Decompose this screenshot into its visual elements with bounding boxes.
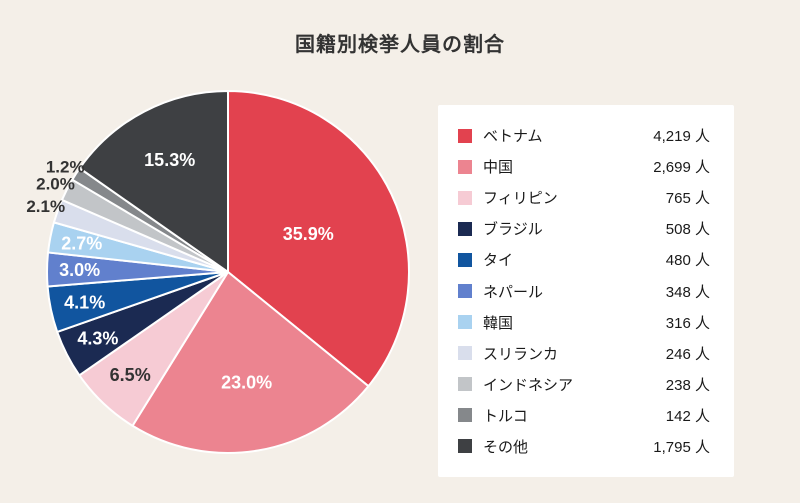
legend-item-8: インドネシア 238 人 [458, 369, 710, 400]
legend-label: 中国 [483, 159, 514, 177]
pie-slice-label-0: 35.9% [283, 224, 334, 244]
legend-value: 480 人 [665, 252, 710, 270]
pie-slice-label-10: 15.3% [144, 150, 195, 170]
legend-color-swatch [458, 315, 472, 330]
pie-slice-label-2: 6.5% [110, 365, 151, 385]
legend-value: 316 人 [665, 314, 710, 332]
legend-label: 韓国 [483, 314, 514, 332]
legend-item-3: ブラジル 508 人 [458, 213, 710, 244]
pie-slice-label-6: 2.7% [61, 233, 102, 253]
pie-slice-0 [227, 90, 410, 388]
pie-slice-label-7: 2.1% [26, 197, 65, 216]
legend-item-4: タイ 480 人 [458, 244, 710, 275]
legend-label: ベトナム [483, 128, 543, 146]
legend-label: インドネシア [483, 376, 574, 394]
pie-slice-label-1: 23.0% [221, 373, 272, 393]
legend-label: その他 [483, 438, 529, 456]
legend-color-swatch [458, 128, 472, 143]
legend-panel: ベトナム 4,219 人 中国 2,699 人 フィリピン 765 人 ブラジル… [438, 105, 734, 477]
legend-value: 765 人 [665, 190, 710, 208]
legend-color-swatch [458, 284, 472, 299]
legend-label: ブラジル [483, 221, 543, 239]
pie-slice-label-8: 2.0% [36, 174, 75, 193]
legend-value: 4,219 人 [653, 128, 710, 146]
legend-value: 508 人 [665, 221, 710, 239]
legend-item-5: ネパール 348 人 [458, 275, 710, 306]
pie-slice-label-3: 4.3% [77, 329, 118, 349]
legend-item-0: ベトナム 4,219 人 [458, 120, 710, 151]
legend-item-1: 中国 2,699 人 [458, 151, 710, 182]
legend-color-swatch [458, 252, 472, 267]
legend-item-7: スリランカ 246 人 [458, 338, 710, 369]
legend-label: タイ [483, 252, 514, 270]
legend-item-2: フィリピン 765 人 [458, 182, 710, 213]
legend-value: 238 人 [665, 376, 710, 394]
legend-color-swatch [458, 346, 472, 361]
pie-slice-label-5: 3.0% [59, 260, 100, 280]
legend-item-9: トルコ 142 人 [458, 400, 710, 431]
legend-label: スリランカ [483, 345, 559, 363]
legend-color-swatch [458, 159, 472, 174]
legend-value: 142 人 [665, 407, 710, 425]
legend-value: 246 人 [665, 345, 710, 363]
legend-label: トルコ [483, 407, 528, 425]
legend-value: 1,795 人 [653, 438, 710, 456]
pie-slice-label-4: 4.1% [64, 292, 105, 312]
legend-color-swatch [458, 408, 472, 423]
pie-slice-1 [131, 271, 370, 454]
legend-item-6: 韓国 316 人 [458, 307, 710, 338]
legend-value: 348 人 [665, 283, 710, 301]
legend-color-swatch [458, 221, 472, 236]
pie-slice-label-9: 1.2% [46, 158, 85, 177]
legend-label: フィリピン [483, 190, 558, 208]
legend-item-10: その他 1,795 人 [458, 431, 710, 462]
chart-title: 国籍別検挙人員の割合 [295, 34, 505, 56]
legend-color-swatch [458, 439, 472, 454]
legend-color-swatch [458, 190, 472, 205]
legend-color-swatch [458, 377, 472, 392]
pie-slice-10 [78, 90, 229, 273]
legend-label: ネパール [483, 283, 544, 301]
pie-chart: 35.9% 23.0% 6.5% 4.3% 4.1% 3.0% 2.7% 2.1% 2.0%1.… [26, 90, 410, 454]
legend-value: 2,699 人 [653, 159, 710, 177]
